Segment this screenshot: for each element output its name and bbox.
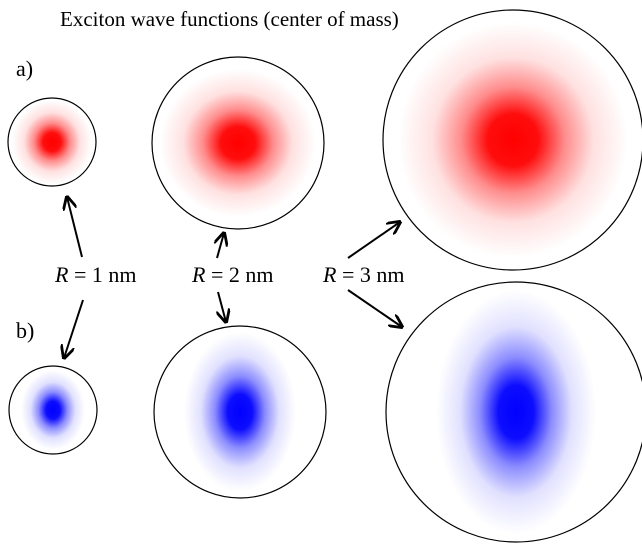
panel-label-a: a)	[16, 56, 33, 81]
radius-var-3: R	[322, 262, 337, 287]
arrow-r1-up	[67, 197, 83, 258]
figure-title: Exciton wave functions (center of mass)	[60, 7, 399, 31]
arrow-r1-down	[64, 299, 84, 358]
arrow-r3-up	[347, 222, 400, 259]
wavefunction-b-r2	[153, 325, 327, 499]
radius-var-2: R	[191, 262, 206, 287]
radius-var-1: R	[54, 262, 69, 287]
wavefunction-a-r3	[382, 9, 642, 271]
wavefunction-a-r2	[151, 56, 325, 230]
radius-value-1: = 1 nm	[68, 262, 136, 287]
radius-label-3nm: R = 3 nm	[322, 262, 404, 287]
radius-label-1nm: R = 1 nm	[54, 262, 136, 287]
wavefunction-b-r1	[8, 365, 98, 455]
arrow-r2-up	[217, 233, 224, 259]
arrow-r2-down	[218, 291, 226, 322]
wavefunction-a-r1	[7, 97, 97, 187]
arrow-r3-down	[347, 289, 402, 327]
wavefunction-b-r3	[385, 281, 642, 543]
panel-label-b: b)	[16, 318, 34, 343]
radius-value-3: = 3 nm	[336, 262, 404, 287]
radius-value-2: = 2 nm	[205, 262, 273, 287]
radius-label-2nm: R = 2 nm	[191, 262, 273, 287]
